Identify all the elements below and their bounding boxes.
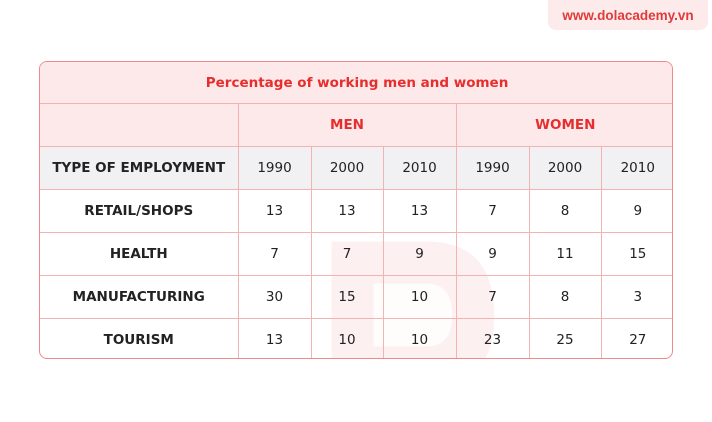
year-header-cell: 2000 [528, 146, 602, 190]
value-cell: 15 [600, 232, 672, 276]
employment-table: Percentage of working men and women MEN … [40, 62, 672, 358]
value-cell: 25 [528, 318, 602, 358]
year-header-cell: 1990 [237, 146, 312, 190]
value-cell: 27 [600, 318, 672, 358]
year-header-cell: 2010 [382, 146, 457, 190]
value-cell: 8 [528, 189, 602, 233]
brand-website-badge[interactable]: www.dolacademy.vn [548, 0, 708, 30]
value-cell: 15 [310, 275, 384, 319]
group-header-row: MEN WOMEN [40, 103, 672, 147]
value-cell: 30 [237, 275, 312, 319]
value-cell: 13 [237, 318, 312, 358]
year-header-cell: 2010 [600, 146, 672, 190]
row-label-cell: RETAIL/SHOPS [40, 189, 239, 233]
value-cell: 9 [455, 232, 530, 276]
row-header-label: TYPE OF EMPLOYMENT [40, 146, 239, 190]
value-cell: 10 [382, 318, 457, 358]
value-cell: 7 [237, 232, 312, 276]
table-row: TOURISM 13 10 10 23 25 27 [40, 318, 672, 358]
table-title: Percentage of working men and women [40, 62, 672, 104]
value-cell: 10 [382, 275, 457, 319]
value-cell: 23 [455, 318, 530, 358]
value-cell: 8 [528, 275, 602, 319]
value-cell: 9 [382, 232, 457, 276]
brand-website-text[interactable]: www.dolacademy.vn [562, 7, 694, 23]
value-cell: 7 [455, 189, 530, 233]
empty-corner-cell [40, 103, 239, 147]
value-cell: 7 [455, 275, 530, 319]
value-cell: 3 [600, 275, 672, 319]
table-row: MANUFACTURING 30 15 10 7 8 3 [40, 275, 672, 319]
value-cell: 13 [237, 189, 312, 233]
year-header-cell: 2000 [310, 146, 384, 190]
value-cell: 13 [310, 189, 384, 233]
row-label-cell: HEALTH [40, 232, 239, 276]
row-label-cell: TOURISM [40, 318, 239, 358]
value-cell: 11 [528, 232, 602, 276]
value-cell: 9 [600, 189, 672, 233]
value-cell: 13 [382, 189, 457, 233]
table-row: HEALTH 7 7 9 9 11 15 [40, 232, 672, 276]
group-header-men: MEN [237, 103, 457, 147]
year-header-row: TYPE OF EMPLOYMENT 1990 2000 2010 1990 2… [40, 146, 672, 190]
table-title-row: Percentage of working men and women [40, 62, 672, 104]
year-header-cell: 1990 [455, 146, 530, 190]
row-label-cell: MANUFACTURING [40, 275, 239, 319]
value-cell: 7 [310, 232, 384, 276]
table-row: RETAIL/SHOPS 13 13 13 7 8 9 [40, 189, 672, 233]
group-header-women: WOMEN [455, 103, 672, 147]
value-cell: 10 [310, 318, 384, 358]
employment-table-container: Percentage of working men and women MEN … [39, 61, 673, 359]
